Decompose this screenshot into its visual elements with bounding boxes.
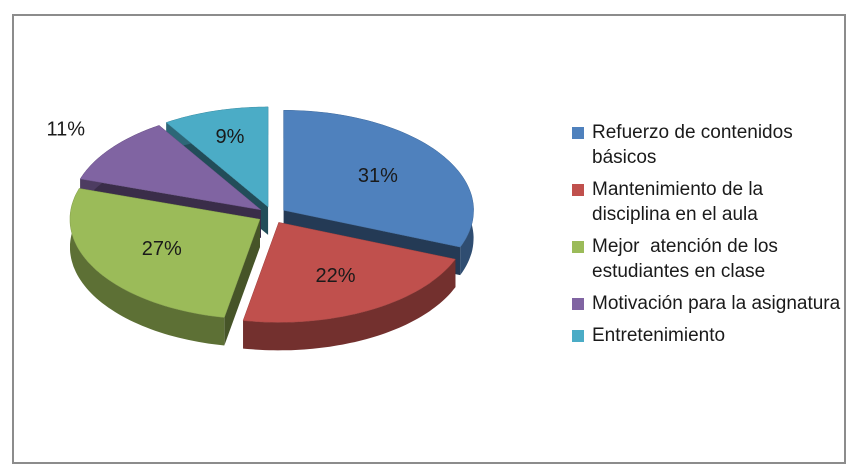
legend-item: Motivación para la asignatura — [572, 291, 842, 316]
legend-label: Refuerzo de contenidos básicos — [592, 122, 798, 168]
legend-label: Entretenimiento — [592, 325, 726, 346]
slice-side — [224, 219, 260, 346]
slice-top — [69, 188, 261, 318]
legend-label: Mejor atención de los estudiantes en cla… — [592, 236, 784, 282]
slice — [242, 222, 456, 351]
legend-swatch — [572, 330, 584, 342]
slice-wall — [70, 188, 225, 346]
data-label: 11% — [46, 118, 85, 140]
legend-item: Mantenimiento de la disciplina en el aul… — [572, 177, 842, 227]
data-label: 31% — [358, 165, 398, 187]
slice-top — [165, 106, 269, 208]
data-label: 9% — [215, 126, 244, 148]
legend-item: Entretenimiento — [572, 323, 842, 348]
legend-swatch — [572, 298, 584, 310]
legend-swatch — [572, 184, 584, 196]
legend-swatch — [572, 127, 584, 139]
slice — [69, 188, 261, 346]
legend-item: Refuerzo de contenidos básicos — [572, 120, 842, 170]
slice-wall — [243, 259, 456, 351]
chart-frame — [12, 14, 846, 464]
slice-top — [242, 222, 456, 323]
slice-top — [79, 125, 262, 211]
data-label: 27% — [142, 238, 182, 260]
legend-item: Mejor atención de los estudiantes en cla… — [572, 234, 842, 284]
data-label: 22% — [315, 265, 355, 287]
legend: Refuerzo de contenidos básicos Mantenimie… — [572, 120, 842, 355]
legend-swatch — [572, 241, 584, 253]
legend-label: Motivación para la asignatura — [592, 293, 841, 314]
slice-top — [283, 110, 474, 248]
legend-label: Mantenimiento de la disciplina en el aul… — [592, 179, 769, 225]
